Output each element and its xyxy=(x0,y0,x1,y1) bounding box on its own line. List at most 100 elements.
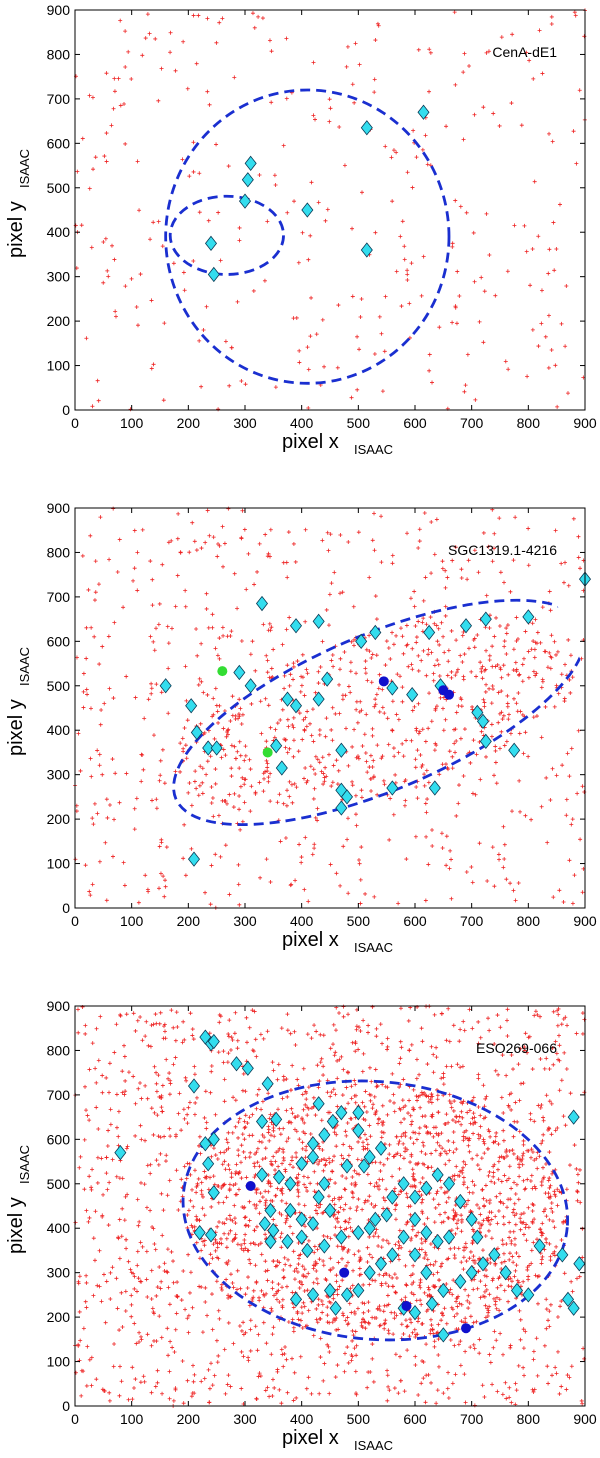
background-point xyxy=(337,1057,342,1062)
background-point xyxy=(92,801,97,806)
background-point xyxy=(409,1282,414,1287)
y-tick-label: 400 xyxy=(47,1220,71,1236)
background-point xyxy=(428,1328,433,1333)
background-point xyxy=(462,1130,467,1135)
background-point xyxy=(372,894,377,899)
background-point xyxy=(238,753,243,758)
background-point xyxy=(242,1215,247,1220)
background-point xyxy=(445,673,450,678)
background-point xyxy=(543,1161,548,1166)
background-point xyxy=(239,639,244,644)
background-point xyxy=(205,1313,210,1318)
background-point xyxy=(526,1205,531,1210)
background-point xyxy=(406,1018,411,1023)
background-point xyxy=(328,1046,333,1051)
background-point xyxy=(456,1119,461,1124)
background-point xyxy=(174,1311,179,1316)
background-point xyxy=(118,103,123,108)
background-point xyxy=(443,613,448,618)
background-point xyxy=(200,1330,205,1335)
background-point xyxy=(269,100,274,105)
background-point xyxy=(227,1167,232,1172)
background-point xyxy=(162,1261,167,1266)
background-point xyxy=(266,1091,271,1096)
background-point xyxy=(104,1171,109,1176)
background-point xyxy=(263,1232,268,1237)
background-point xyxy=(504,739,509,744)
background-point xyxy=(541,1132,546,1137)
background-point xyxy=(480,1222,485,1227)
background-point xyxy=(557,202,562,207)
background-point xyxy=(504,626,509,631)
background-point xyxy=(88,893,93,898)
background-point xyxy=(461,1165,466,1170)
background-point xyxy=(230,694,235,699)
background-point xyxy=(155,1285,160,1290)
background-point xyxy=(363,1089,368,1094)
background-point xyxy=(218,1150,223,1155)
background-point xyxy=(521,1327,526,1332)
background-point xyxy=(336,303,341,308)
background-point xyxy=(146,697,151,702)
background-point xyxy=(457,783,461,788)
background-point xyxy=(93,1209,98,1214)
background-point xyxy=(107,686,112,691)
background-point xyxy=(90,95,95,100)
background-point xyxy=(558,1304,563,1309)
background-point xyxy=(204,1120,209,1125)
background-point xyxy=(517,778,522,783)
background-point xyxy=(409,1290,414,1295)
background-point xyxy=(433,1205,438,1210)
background-point xyxy=(276,1164,281,1169)
background-point xyxy=(368,1181,373,1186)
ellipse-1 xyxy=(172,598,587,827)
background-point xyxy=(569,1364,574,1369)
background-point xyxy=(226,1259,231,1264)
background-point xyxy=(352,1311,357,1316)
background-point xyxy=(523,730,528,735)
data-point xyxy=(187,1078,201,1094)
background-point xyxy=(104,1279,109,1284)
background-point xyxy=(385,1044,390,1049)
background-point xyxy=(513,1381,518,1386)
background-point xyxy=(334,1144,339,1149)
background-point xyxy=(207,1400,212,1405)
background-point xyxy=(403,798,408,803)
background-point xyxy=(84,656,89,661)
background-point xyxy=(379,1245,384,1250)
background-point xyxy=(480,1188,485,1193)
background-point xyxy=(439,1076,444,1081)
background-point xyxy=(517,1174,522,1179)
background-point xyxy=(404,1282,409,1287)
background-point xyxy=(302,1203,307,1208)
background-point xyxy=(549,1200,554,1205)
background-point xyxy=(300,1311,305,1316)
background-point xyxy=(518,1157,523,1162)
background-point xyxy=(344,726,349,731)
background-point xyxy=(188,1172,193,1177)
background-point xyxy=(151,1132,156,1137)
background-point xyxy=(271,1217,276,1222)
background-point xyxy=(386,1331,391,1336)
background-point xyxy=(551,220,556,225)
background-point xyxy=(301,1300,306,1305)
background-point xyxy=(213,781,218,786)
background-point xyxy=(263,1156,268,1161)
background-point xyxy=(424,1094,429,1099)
panel-label: CenA-dE1 xyxy=(492,44,557,60)
background-point xyxy=(467,1256,472,1261)
data-point xyxy=(378,676,389,687)
background-point xyxy=(227,892,232,897)
background-point xyxy=(221,564,226,569)
background-point xyxy=(330,1320,335,1325)
background-point xyxy=(173,769,178,774)
background-point xyxy=(348,1286,353,1291)
background-point xyxy=(119,1290,124,1295)
background-point xyxy=(444,1282,449,1286)
background-point xyxy=(425,162,430,167)
background-point xyxy=(362,1301,367,1306)
background-point xyxy=(539,1103,544,1108)
background-point xyxy=(414,1298,419,1303)
background-point xyxy=(482,1394,487,1399)
background-point xyxy=(466,1293,471,1298)
